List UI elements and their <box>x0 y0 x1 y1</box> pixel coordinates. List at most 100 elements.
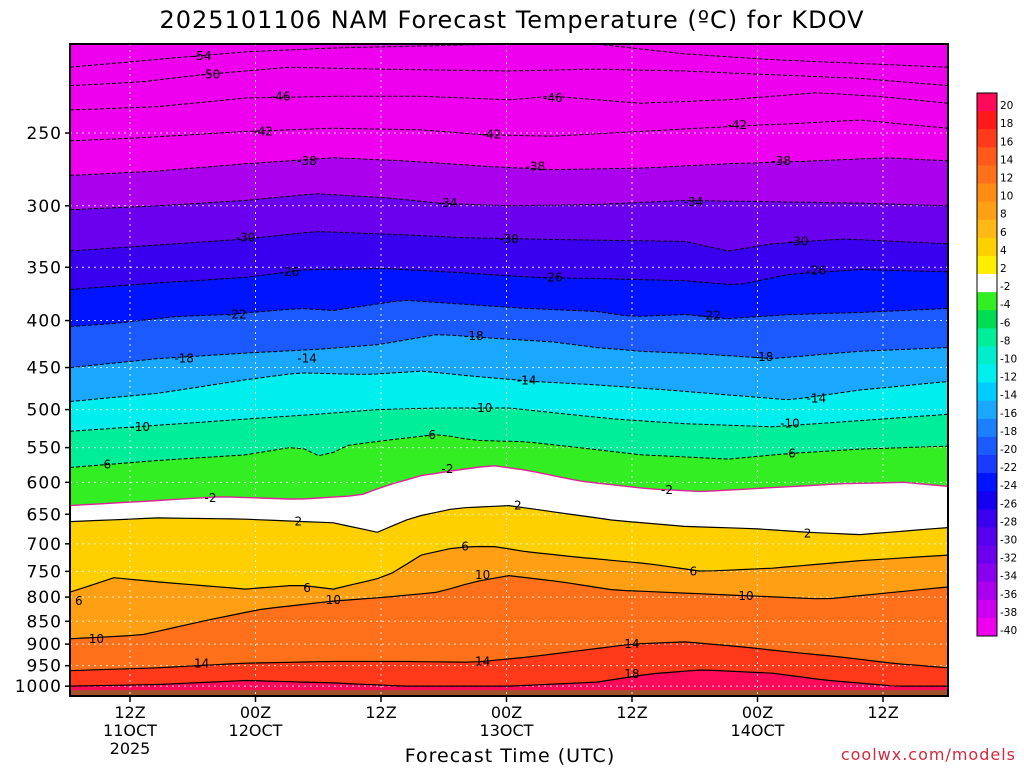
colorbar-label: 20 <box>1000 100 1013 112</box>
colorbar-label: -4 <box>1000 299 1011 311</box>
contour-label: -38 <box>526 160 546 174</box>
x-tick-label: 00Z <box>491 703 522 722</box>
contour-label: -54 <box>192 49 212 63</box>
colorbar-swatch <box>977 364 997 384</box>
colorbar-swatch <box>977 310 997 329</box>
colorbar-label: -18 <box>1000 426 1017 438</box>
contour--30 <box>70 231 948 252</box>
colorbar-swatch <box>977 545 997 565</box>
colorbar-label: -6 <box>1000 317 1011 329</box>
contour-18 <box>70 669 948 687</box>
colorbar-label: 16 <box>1000 136 1014 148</box>
contour-label: -38 <box>297 154 317 168</box>
colorbar-swatch <box>977 491 997 510</box>
contour-label: -30 <box>789 234 809 248</box>
contour-label: -26 <box>280 265 300 279</box>
colorbar-swatch <box>977 418 997 438</box>
contour-label: -10 <box>473 401 493 415</box>
colorbar-label: -12 <box>1000 372 1017 384</box>
x-tick-label: 11OCT <box>103 721 157 740</box>
contour-label: 10 <box>475 568 490 582</box>
contour--26 <box>70 267 948 290</box>
colorbar-swatch <box>977 599 997 619</box>
source-credit: coolwx.com/models <box>840 745 1016 764</box>
y-tick-label: 1000 <box>15 677 62 697</box>
y-axis: 250 300 350 400 450 500 550 600 650 700 750 800 850 9… <box>15 124 70 697</box>
contour-label: 2 <box>804 526 812 540</box>
colorbar-swatch <box>977 473 997 492</box>
colorbar-swatch <box>977 147 997 166</box>
contour-label: -10 <box>130 420 150 434</box>
contour-label: -38 <box>771 154 791 168</box>
y-tick-label: 700 <box>27 535 62 555</box>
contour-label: 2 <box>514 499 522 513</box>
contour-6 <box>70 545 948 593</box>
contour-label: -14 <box>297 352 317 366</box>
x-tick-label: 13OCT <box>480 721 534 740</box>
colorbar-label: -36 <box>1000 589 1017 601</box>
colorbar-label: -40 <box>1000 625 1017 637</box>
colorbar-label: -8 <box>1000 335 1010 347</box>
contour-label: 14 <box>475 654 490 668</box>
contour-label: -10 <box>780 417 800 431</box>
colorbar-swatch <box>977 165 997 184</box>
contour--2 <box>70 465 948 507</box>
contour--6 <box>70 434 948 468</box>
colorbar-swatch <box>977 255 997 275</box>
contour-label: -18 <box>754 350 774 364</box>
colorbar-label: -34 <box>1000 571 1017 583</box>
contour-label: -26 <box>543 270 563 284</box>
contour--38 <box>70 157 948 176</box>
contour-10 <box>70 574 948 640</box>
colorbar-label: 14 <box>1000 154 1014 166</box>
colorbar-swatch <box>977 617 997 637</box>
contour-label: 10 <box>738 589 753 603</box>
contour--54 <box>70 44 948 68</box>
contour-label: -34 <box>684 195 704 209</box>
colorbar-swatch <box>977 292 997 311</box>
y-tick-label: 950 <box>27 657 62 677</box>
contour-label: 6 <box>461 540 469 554</box>
colorbar-swatch <box>977 274 997 293</box>
contour--46 <box>70 92 948 111</box>
ground-strip <box>70 690 948 696</box>
colorbar-label: -10 <box>1000 354 1017 366</box>
contour--18 <box>70 334 948 369</box>
colorbar-label: -14 <box>1000 390 1017 402</box>
colorbar-label: -22 <box>1000 462 1017 474</box>
contour-label: -30 <box>236 231 256 245</box>
colorbar-label: -32 <box>1000 553 1017 565</box>
x-tick-label: 00Z <box>240 703 271 722</box>
colorbar-label: -20 <box>1000 444 1017 456</box>
contour-labels: -54 -50 -46 -46 -42 -42 -42 -38 -38 -38 -34 -34 -30 -… <box>75 49 826 681</box>
colorbar-label: -30 <box>1000 535 1017 547</box>
colorbar-swatch <box>977 201 997 221</box>
y-tick-label: 450 <box>27 359 62 379</box>
colorbar-label: 18 <box>1000 118 1013 130</box>
colorbar-label: -28 <box>1000 516 1017 528</box>
colorbar-swatch <box>977 436 997 456</box>
y-tick-label: 750 <box>27 562 62 582</box>
y-tick-label: 500 <box>27 401 62 421</box>
colorbar-swatch <box>977 111 997 130</box>
x-tick-label: 12Z <box>867 703 898 722</box>
colorbar-label: 4 <box>1000 245 1007 257</box>
contour--50 <box>70 66 948 87</box>
colorbar-label: 6 <box>1000 227 1007 239</box>
colorbar-swatch <box>977 237 997 257</box>
y-tick-label: 900 <box>27 635 62 655</box>
x-tick-label: 00Z <box>742 703 773 722</box>
y-tick-label: 400 <box>27 312 62 332</box>
x-tick-label: 14OCT <box>731 721 785 740</box>
colorbar-label: -38 <box>1000 607 1017 619</box>
contour-label: -6 <box>784 446 796 460</box>
colorbar-swatch <box>977 129 997 148</box>
contour-label: 10 <box>89 632 104 646</box>
colorbar-label: 8 <box>1000 209 1007 221</box>
y-tick-label: 550 <box>27 439 62 459</box>
colorbar-swatch <box>977 183 997 203</box>
colorbar-label: -16 <box>1000 408 1017 420</box>
contour-label: -18 <box>174 352 194 366</box>
